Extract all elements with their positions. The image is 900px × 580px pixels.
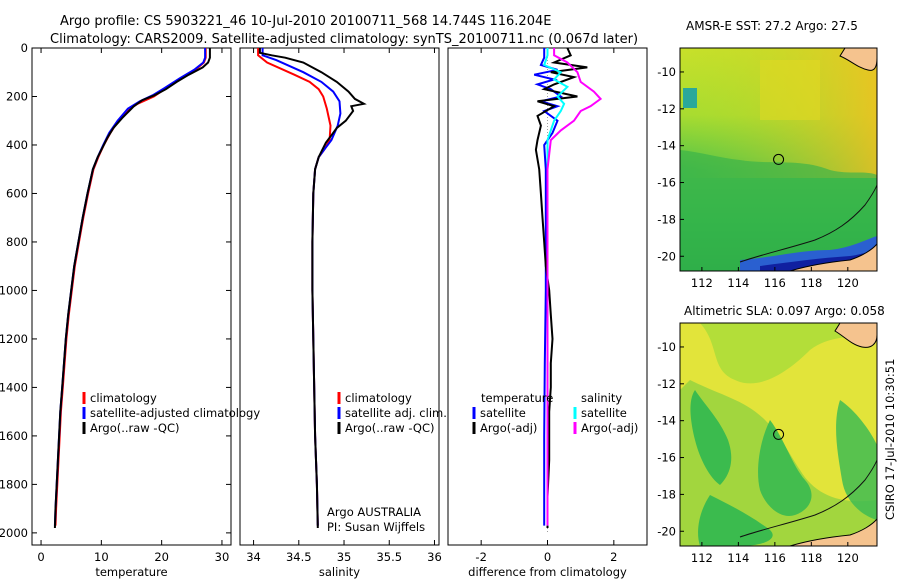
salinity-xtick-label: 35 [337,550,352,564]
depth-tick-label: 1600 [0,429,28,443]
sst-xtick-label: 118 [800,276,822,290]
diff-sal-legend-0-label: salinity [581,391,622,405]
difference-xlabel: difference from climatology [468,565,627,579]
salinity-series-climatology [257,48,332,526]
sla-xtick-label: 116 [764,551,786,565]
depth-tick-label: 0 [21,41,28,55]
sst-xtick-label: 120 [837,276,859,290]
salinity-xtick-label: 36 [427,550,442,564]
sst-xtick-label: 116 [764,276,786,290]
sst-xtick-label: 114 [727,276,749,290]
depth-tick-label: 1200 [0,332,28,346]
salinity-xtick-label: 34.5 [286,550,312,564]
sla-low-patch-2 [758,420,812,516]
salinity-annotation-1: PI: Susan Wijffels [327,520,425,534]
sla-mid-region [700,323,877,384]
temperature-axes-frame [31,47,232,546]
temperature-series-satellite-adjusted-climatology [53,48,207,526]
temperature-legend-0-label: climatology [90,391,157,405]
temperature-legend-2-label: Argo(..raw -QC) [90,421,180,435]
temperature-xtick-label: 10 [94,550,109,564]
sst-land-south [789,243,877,271]
temperature-xtick-label: 0 [37,550,44,564]
depth-tick-label: 1400 [0,380,28,394]
temperature-panel: 0 10 20 30 0 200 400 600 800 1000 1200 1400 1600 1800… [0,41,260,579]
salinity-series-argo-raw-qc- [258,48,367,529]
depth-tick-label: 200 [6,89,28,103]
difference-series-salinity-argo-adj- [546,48,603,526]
salinity-axes-frame [239,47,440,546]
sst-ytick-label: -20 [657,249,676,263]
difference-xtick-label: -2 [475,550,486,564]
sst-ytick-label: -16 [657,176,676,190]
sla-argo-marker [773,428,785,440]
sst-warm-patch [760,60,820,120]
sst-cool-patch [683,88,697,108]
temperature-xlabel: temperature [95,565,167,579]
depth-tick-label: 1800 [0,477,28,491]
sla-ytick-label: -14 [657,414,676,428]
depth-tick-label: 600 [6,186,28,200]
sla-map-title: Altimetric SLA: 0.097 Argo: 0.058 [684,304,885,318]
sst-argo-marker [773,153,785,165]
difference-xtick-label: 0 [544,550,551,564]
sla-xtick-label: 120 [837,551,859,565]
sla-land-south [789,518,877,546]
sla-map-frame [679,322,878,547]
salinity-legend-1-label: satellite adj. clim. [345,406,447,420]
temperature-legend-1-label: satellite-adjusted climatology [90,406,260,420]
sst-cool-region [680,150,877,271]
depth-tick-label: 400 [6,138,28,152]
figure-title-line1: Argo profile: CS 5903221_46 10-Jul-2010 … [60,14,551,29]
sla-low-patch-4 [698,495,773,546]
salinity-xtick-label: 34 [246,550,261,564]
salinity-legend-2-label: Argo(..raw -QC) [345,421,435,435]
sst-bathymetry-contour [739,184,877,263]
depth-tick-label: 1000 [0,283,28,297]
sst-map-frame [679,47,878,272]
temperature-series-argo-raw-qc- [53,48,211,529]
salinity-xtick-label: 35.5 [376,550,402,564]
sla-map: Altimetric SLA: 0.097 Argo: 0.058 112 114… [657,304,885,565]
sla-ytick-label: -10 [657,340,676,354]
difference-xtick-label: 2 [610,550,617,564]
salinity-annotation-0: Argo AUSTRALIA [327,505,421,519]
sst-map-title: AMSR-E SST: 27.2 Argo: 27.5 [686,19,858,33]
temperature-series-climatology [54,48,207,526]
sla-ytick-label: -16 [657,451,676,465]
sla-low-patch-3 [836,400,877,520]
diff-temp-legend-0-label: temperature [481,391,553,405]
sla-xtick-label: 118 [800,551,822,565]
salinity-panel: 34 34.5 35 35.5 36 salinity climatologysatelli… [239,47,447,579]
sla-ytick-label: -18 [657,487,676,501]
figure-title-line2: Climatology: CARS2009. Satellite-adjuste… [50,32,638,47]
sla-bathymetry-contour [739,459,877,538]
sla-xtick-label: 114 [727,551,749,565]
sst-ytick-label: -14 [657,139,676,153]
sst-map: AMSR-E SST: 27.2 Argo: 27.5 112 114 116 118… [657,19,878,290]
diff-temp-legend-2-label: Argo(-adj) [480,421,537,435]
sst-ytick-label: -12 [657,102,676,116]
salinity-xlabel: salinity [319,565,360,579]
diff-sal-legend-2-label: Argo(-adj) [581,421,638,435]
sla-ytick-label: -12 [657,377,676,391]
temperature-xtick-label: 20 [154,550,169,564]
sla-low-patch-1 [690,390,732,485]
difference-series-temperature-argo-adj- [534,47,588,528]
temperature-xtick-label: 30 [215,550,230,564]
timestamp-label: CSIRO 17-Jul-2010 10:30:51 [883,359,897,520]
salinity-legend-0-label: climatology [345,391,412,405]
sst-ytick-label: -10 [657,65,676,79]
sla-ytick-label: -20 [657,524,676,538]
diff-sal-legend-1-label: satellite [581,406,627,420]
diff-temp-legend-1-label: satellite [480,406,526,420]
sst-ytick-label: -18 [657,212,676,226]
sla-xtick-label: 112 [691,551,713,565]
depth-tick-label: 800 [6,235,28,249]
sst-xtick-label: 112 [691,276,713,290]
depth-tick-label: 2000 [0,526,28,540]
